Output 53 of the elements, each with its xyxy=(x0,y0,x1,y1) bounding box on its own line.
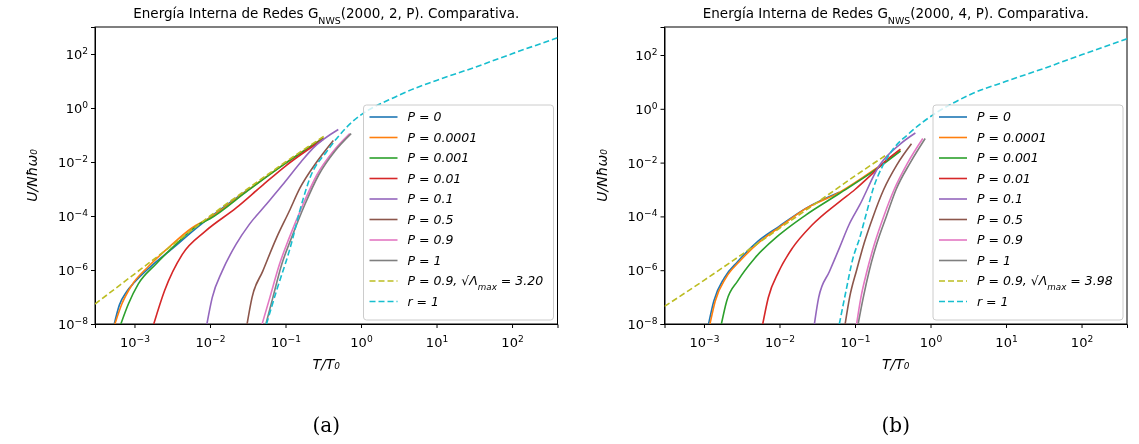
y-tick-label: 10$^{0}$ xyxy=(635,100,658,117)
y-tick-label: 10$^{2}$ xyxy=(635,47,658,64)
x-tick-label: 10$^{−2}$ xyxy=(765,333,795,350)
x-tick-label: 10$^{0}$ xyxy=(919,333,943,350)
y-tick-label: 10$^{0}$ xyxy=(65,100,89,117)
x-tick-label: 10$^{−3}$ xyxy=(120,333,151,350)
legend-label: P = 0.5 xyxy=(977,211,1023,227)
x-tick-label: 10$^{0}$ xyxy=(350,333,373,350)
legend-label: P = 0 xyxy=(407,109,442,125)
y-tick-label: 10$^{−6}$ xyxy=(627,262,658,279)
legend-label: P = 0.001 xyxy=(977,150,1039,166)
y-tick-label: 10$^{−8}$ xyxy=(627,316,658,333)
legend-label: r = 1 xyxy=(407,293,440,309)
y-tick-label: 10$^{2}$ xyxy=(65,46,88,63)
legend-label: P = 0.0001 xyxy=(407,129,478,145)
y-tick-label: 10$^{−4}$ xyxy=(58,208,89,225)
y-tick-label: 10$^{−8}$ xyxy=(58,316,89,333)
legend-label: P = 0.1 xyxy=(977,191,1023,207)
x-tick-label: 10$^{−2}$ xyxy=(195,333,226,350)
legend-label: P = 0.5 xyxy=(407,211,454,227)
legend-label: P = 0.01 xyxy=(977,170,1031,186)
line-series xyxy=(95,135,325,305)
legend-label: P = 0.9 xyxy=(977,232,1023,248)
x-axis-title: T/T₀ xyxy=(882,356,910,372)
legend-label: P = 1 xyxy=(407,252,442,268)
x-tick-label: 10$^{2}$ xyxy=(501,333,524,350)
y-axis-title: U/Nħω₀ xyxy=(24,148,40,202)
text: (b) xyxy=(881,413,910,437)
legend-label: P = 0.01 xyxy=(407,170,462,186)
y-tick-label: 10$^{−2}$ xyxy=(58,154,88,171)
legend-label: P = 0.9, √Λ$_{max}$ = 3.20 xyxy=(407,273,544,293)
y-axis-title: U/Nħω₀ xyxy=(593,148,610,202)
x-axis-title: T/T₀ xyxy=(312,356,341,372)
chart-title: Energía Interna de Redes G$_{NWS}$(2000, 4, P). Comparativa. xyxy=(702,5,1089,26)
x-tick-label: 10$^{2}$ xyxy=(1070,333,1094,350)
legend-label: P = 0.9 xyxy=(407,232,454,248)
legend-label: P = 1 xyxy=(977,252,1011,268)
y-tick-label: 10$^{−4}$ xyxy=(627,208,658,225)
x-tick-label: 10$^{−1}$ xyxy=(840,333,871,350)
legend-label: P = 0 xyxy=(977,109,1011,125)
x-tick-label: 10$^{−1}$ xyxy=(271,333,301,350)
legend-label: r = 1 xyxy=(977,293,1009,309)
text: (a) xyxy=(312,413,341,437)
legend-label: P = 0.9, √Λ$_{max}$ = 3.98 xyxy=(977,273,1113,293)
y-tick-label: 10$^{−2}$ xyxy=(627,154,658,171)
legend-label: P = 0.001 xyxy=(407,150,470,166)
legend-label: P = 0.0001 xyxy=(977,129,1047,145)
chart-title: Energía Interna de Redes G$_{NWS}$(2000, 2, P). Comparativa. xyxy=(133,5,520,26)
legend-label: P = 0.1 xyxy=(407,191,454,207)
y-tick-label: 10$^{−6}$ xyxy=(58,262,89,279)
x-tick-label: 10$^{−3}$ xyxy=(689,333,720,350)
x-tick-label: 10$^{1}$ xyxy=(995,333,1018,350)
x-tick-label: 10$^{1}$ xyxy=(425,333,449,350)
